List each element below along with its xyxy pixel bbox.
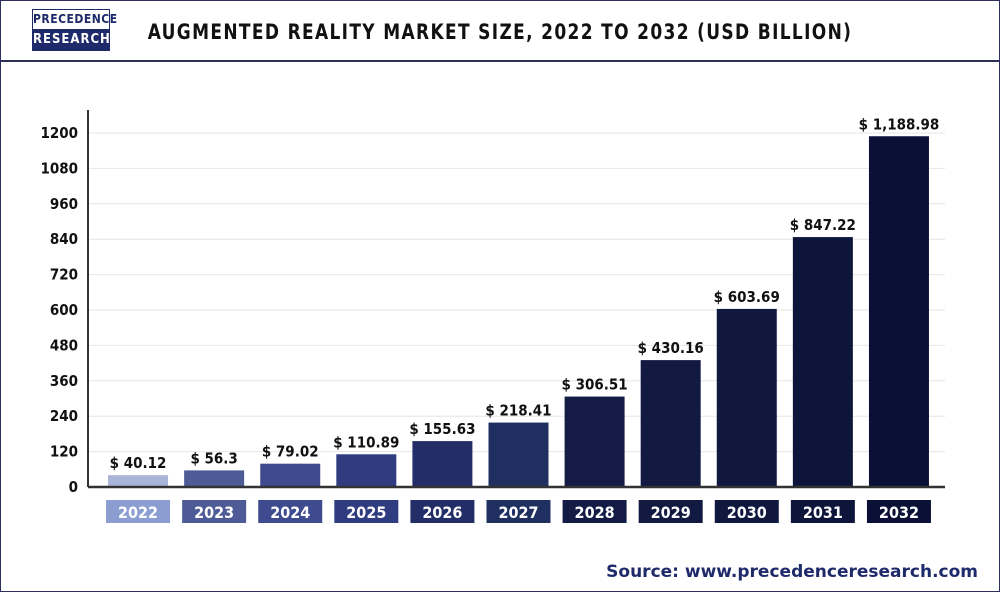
bar — [108, 475, 169, 487]
category-label-box — [638, 500, 703, 523]
bar — [868, 136, 929, 487]
data-label: $ 79.02 — [262, 443, 319, 461]
chart-title: AUGMENTED REALITY MARKET SIZE, 2022 TO 2… — [147, 20, 853, 44]
data-label: $ 218.41 — [485, 402, 551, 420]
header-divider — [0, 60, 1000, 62]
data-label: $ 430.16 — [638, 339, 704, 357]
category-label-box — [410, 500, 475, 523]
category-label-box — [182, 500, 247, 523]
y-tick-label: 600 — [50, 301, 78, 319]
data-label: $ 306.51 — [562, 376, 628, 394]
category-label-box — [486, 500, 551, 523]
y-tick-label: 1200 — [40, 124, 78, 142]
source-text: Source: www.precedenceresearch.com — [606, 562, 978, 582]
y-tick-label: 840 — [50, 230, 78, 248]
category-label-box — [714, 500, 779, 523]
x-tick-label: 2027 — [498, 503, 538, 522]
category-label-box — [866, 500, 931, 523]
y-tick-label: 720 — [50, 266, 78, 284]
category-label-box — [334, 500, 399, 523]
bar — [640, 360, 701, 487]
category-label-box — [790, 500, 855, 523]
y-tick-label: 120 — [50, 443, 78, 461]
data-label: $ 56.3 — [190, 449, 237, 467]
bar — [564, 396, 625, 487]
bar — [260, 463, 321, 487]
x-tick-label: 2026 — [422, 503, 462, 522]
category-label-box — [258, 500, 323, 523]
bar — [412, 441, 473, 487]
x-tick-label: 2025 — [346, 503, 386, 522]
bar — [792, 237, 853, 487]
category-label-box — [562, 500, 627, 523]
y-tick-label: 360 — [50, 372, 78, 390]
x-tick-label: 2031 — [803, 503, 843, 522]
x-tick-label: 2022 — [118, 503, 158, 522]
y-tick-label: 960 — [50, 195, 78, 213]
x-tick-label: 2030 — [727, 503, 767, 522]
x-tick-label: 2032 — [879, 503, 919, 522]
x-tick-label: 2028 — [575, 503, 615, 522]
data-label: $ 603.69 — [714, 288, 780, 306]
logo: PRECEDENCE RESEARCH — [32, 9, 117, 51]
y-tick-label: 0 — [69, 478, 78, 496]
x-tick-label: 2024 — [270, 503, 310, 522]
logo-line1: PRECEDENCE — [33, 10, 117, 29]
x-tick-label: 2029 — [651, 503, 691, 522]
data-label: $ 847.22 — [790, 216, 856, 234]
data-label: $ 1,188.98 — [859, 115, 940, 133]
bar — [716, 308, 777, 487]
logo-line2: RESEARCH — [33, 29, 110, 50]
data-label: $ 155.63 — [409, 420, 475, 438]
y-tick-label: 1080 — [40, 159, 78, 177]
y-tick-label: 480 — [50, 336, 78, 354]
data-label: $ 40.12 — [110, 454, 167, 472]
data-label: $ 110.89 — [333, 433, 399, 451]
y-tick-label: 240 — [50, 407, 78, 425]
category-label-box — [106, 500, 171, 523]
x-tick-label: 2023 — [194, 503, 234, 522]
bar — [184, 470, 245, 487]
bar — [336, 454, 397, 487]
bar — [488, 422, 549, 487]
